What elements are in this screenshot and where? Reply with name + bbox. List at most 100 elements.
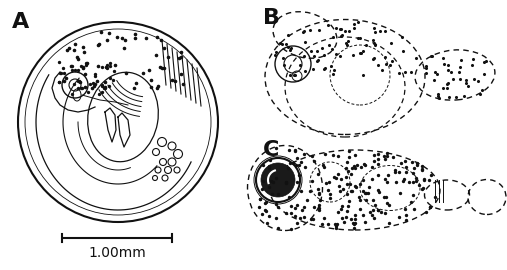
Point xyxy=(344,169,352,173)
Point xyxy=(329,153,337,157)
Point xyxy=(68,64,76,68)
Point xyxy=(334,171,342,176)
Point xyxy=(122,71,130,75)
Point xyxy=(320,66,329,70)
Point xyxy=(327,64,335,68)
Point xyxy=(272,216,280,220)
Point xyxy=(351,184,359,188)
Point xyxy=(445,95,453,99)
Point xyxy=(332,176,340,180)
Point xyxy=(309,67,317,71)
Point xyxy=(61,76,69,80)
Point xyxy=(324,23,332,27)
Point xyxy=(164,55,172,59)
Point xyxy=(347,172,355,176)
Point xyxy=(457,58,465,62)
Point xyxy=(440,61,448,66)
Point xyxy=(418,185,426,190)
Point xyxy=(285,195,293,199)
Point xyxy=(314,172,322,176)
Point xyxy=(349,220,357,225)
Point xyxy=(91,82,99,86)
Point xyxy=(306,189,314,193)
Point xyxy=(398,35,406,40)
Point xyxy=(422,71,430,76)
Point xyxy=(298,207,306,212)
Point xyxy=(271,53,279,58)
Point xyxy=(100,86,108,90)
Point xyxy=(268,192,276,196)
Point xyxy=(371,43,379,48)
Point xyxy=(287,227,295,231)
Point xyxy=(452,94,460,99)
Point xyxy=(327,192,335,196)
Point xyxy=(343,43,351,47)
Point xyxy=(337,27,345,31)
Point xyxy=(405,180,413,185)
Point xyxy=(434,96,443,100)
Point xyxy=(282,179,290,184)
Point xyxy=(378,68,386,72)
Point xyxy=(160,46,168,50)
Point xyxy=(79,66,87,70)
Point xyxy=(315,192,323,197)
Point xyxy=(382,195,390,199)
Point xyxy=(351,217,359,221)
Point xyxy=(439,55,447,60)
Point xyxy=(368,177,376,181)
Point xyxy=(370,41,378,46)
Point xyxy=(360,162,369,166)
Point xyxy=(375,188,383,193)
Point xyxy=(319,67,328,71)
Point xyxy=(344,29,352,33)
Point xyxy=(98,65,106,69)
Point xyxy=(395,170,404,175)
Point xyxy=(356,50,364,55)
Point xyxy=(91,74,99,78)
Point xyxy=(374,63,382,67)
Point xyxy=(94,43,102,47)
Point xyxy=(374,156,382,161)
Point xyxy=(59,66,67,70)
Point xyxy=(288,161,297,166)
Point xyxy=(79,65,87,69)
Point xyxy=(319,163,328,167)
Point xyxy=(287,204,296,208)
Point xyxy=(433,93,442,98)
Point xyxy=(71,68,79,72)
Point xyxy=(415,183,423,187)
Point xyxy=(323,222,332,227)
Point xyxy=(111,62,119,67)
Point xyxy=(443,86,451,90)
Point xyxy=(350,26,358,30)
Point xyxy=(92,79,100,84)
Point xyxy=(382,200,390,205)
Point xyxy=(402,218,410,222)
Point xyxy=(76,80,84,84)
Point xyxy=(338,204,346,208)
Point xyxy=(482,58,490,63)
Point xyxy=(344,39,352,43)
Point xyxy=(334,153,342,158)
Point xyxy=(370,26,378,31)
Text: 1.00mm: 1.00mm xyxy=(88,246,146,260)
Point xyxy=(356,182,364,186)
Point xyxy=(157,38,165,42)
Point xyxy=(345,149,353,154)
Point xyxy=(284,33,293,37)
Point xyxy=(381,157,389,161)
Point xyxy=(89,81,97,85)
Point xyxy=(357,50,366,55)
Point xyxy=(272,50,280,54)
Point xyxy=(332,224,340,228)
Point xyxy=(386,62,394,67)
Point xyxy=(354,36,362,40)
Point xyxy=(262,209,270,213)
Point xyxy=(95,42,103,46)
Point xyxy=(370,153,378,157)
Point xyxy=(395,71,404,75)
Point xyxy=(177,72,185,76)
Point xyxy=(480,59,488,64)
Point xyxy=(274,205,282,210)
Point xyxy=(383,154,391,158)
